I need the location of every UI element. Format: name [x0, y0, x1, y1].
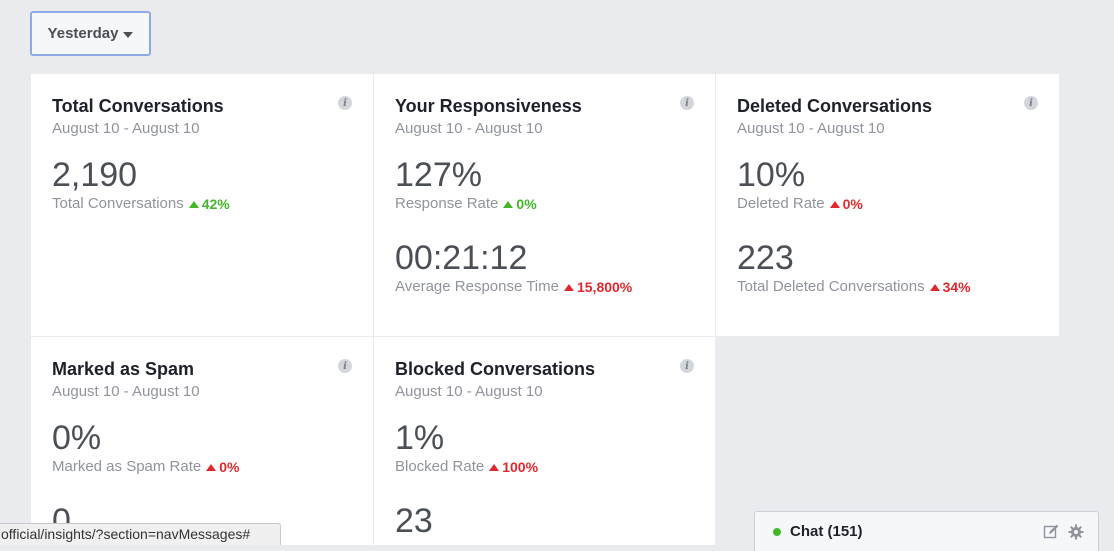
metric: 2,190 Total Conversations 42% [52, 156, 353, 213]
info-icon[interactable]: i [338, 359, 352, 373]
metric: 1% Blocked Rate 100% [395, 419, 695, 476]
triangle-up-icon [929, 283, 940, 291]
metric: 00:21:12 Average Response Time 15,800% [395, 239, 695, 296]
metric-label: Average Response Time [395, 278, 559, 295]
gear-icon[interactable] [1068, 524, 1084, 540]
trend-value: 0% [219, 459, 240, 475]
chat-label: Chat (151) [790, 523, 863, 540]
metric-value: 0% [52, 419, 102, 457]
info-icon[interactable]: i [680, 96, 694, 110]
trend-badge: 0% [829, 195, 863, 213]
metric-label: Total Conversations [52, 195, 184, 212]
metric-label-row: Marked as Spam Rate 0% [52, 458, 353, 476]
card-deleted-conversations: Deleted Conversations August 10 - August… [716, 74, 1059, 336]
triangle-up-icon [489, 463, 500, 471]
triangle-up-icon [503, 200, 514, 208]
card-date-range: August 10 - August 10 [52, 383, 200, 400]
metric-label-row: Average Response Time 15,800% [395, 278, 695, 296]
metric-label: Deleted Rate [737, 195, 825, 212]
info-icon[interactable]: i [1024, 96, 1038, 110]
trend-value: 100% [502, 459, 539, 475]
trend-badge: 100% [489, 458, 538, 476]
metric-label: Total Deleted Conversations [737, 278, 925, 295]
status-url-tooltip: official/insights/?section=navMessages# [0, 523, 281, 545]
date-filter-label: Yesterday [47, 25, 119, 42]
metric: 223 Total Deleted Conversations 34% [737, 239, 1039, 296]
metric-value: 2,190 [52, 156, 138, 194]
trend-badge: 42% [188, 195, 230, 213]
card-title: Your Responsiveness [395, 96, 582, 116]
card-title: Blocked Conversations [395, 359, 596, 379]
chat-bar[interactable]: Chat (151) [754, 511, 1099, 551]
card-date-range: August 10 - August 10 [395, 120, 543, 137]
card-title: Marked as Spam [52, 359, 195, 379]
card-title: Deleted Conversations [737, 96, 933, 116]
metric-value: 127% [395, 156, 482, 194]
card-date-range: August 10 - August 10 [52, 120, 200, 137]
online-status-icon [773, 527, 781, 536]
metric-label: Response Rate [395, 195, 499, 212]
trend-value: 0% [842, 196, 863, 212]
card-total-conversations: Total Conversations August 10 - August 1… [31, 74, 373, 336]
metric-label: Blocked Rate [395, 458, 485, 475]
trend-value: 0% [516, 196, 537, 212]
card-title: Total Conversations [52, 96, 224, 116]
trend-badge: 34% [929, 278, 971, 296]
trend-value: 34% [942, 279, 971, 295]
info-icon[interactable]: i [338, 96, 352, 110]
trend-value: 15,800% [576, 279, 633, 295]
metric: 127% Response Rate 0% [395, 156, 695, 213]
triangle-up-icon [563, 283, 574, 291]
metric-value: 23 [395, 502, 433, 540]
triangle-up-icon [188, 200, 199, 208]
card-marked-as-spam: Marked as Spam August 10 - August 10 i 0… [31, 337, 373, 545]
compose-icon[interactable] [1043, 524, 1059, 540]
metric-label-row: Deleted Rate 0% [737, 195, 1039, 213]
date-filter-dropdown[interactable]: Yesterday [30, 11, 151, 56]
chat-actions [1043, 524, 1084, 540]
metric-label: Marked as Spam Rate [52, 458, 202, 475]
metric-label-row: Blocked Rate 100% [395, 458, 695, 476]
triangle-up-icon [206, 463, 217, 471]
triangle-up-icon [829, 200, 840, 208]
metric-value: 1% [395, 419, 445, 457]
trend-badge: 0% [206, 458, 239, 476]
metric-value: 223 [737, 239, 794, 277]
card-date-range: August 10 - August 10 [737, 120, 885, 137]
metric-value: 00:21:12 [395, 239, 528, 277]
chevron-down-icon [123, 31, 134, 38]
metric-value: 10% [737, 156, 806, 194]
metric-label-row: Total Conversations 42% [52, 195, 353, 213]
info-icon[interactable]: i [680, 359, 694, 373]
metric: 10% Deleted Rate 0% [737, 156, 1039, 213]
trend-badge: 0% [503, 195, 537, 213]
metric-label-row: Response Rate 0% [395, 195, 695, 213]
card-blocked-conversations: Blocked Conversations August 10 - August… [374, 337, 715, 545]
metric: 23 [395, 502, 695, 540]
card-date-range: August 10 - August 10 [395, 383, 543, 400]
trend-badge: 15,800% [563, 278, 633, 296]
trend-value: 42% [201, 196, 230, 212]
metric-label-row: Total Deleted Conversations 34% [737, 278, 1039, 296]
metric: 0% Marked as Spam Rate 0% [52, 419, 353, 476]
card-your-responsiveness: Your Responsiveness August 10 - August 1… [374, 74, 715, 336]
